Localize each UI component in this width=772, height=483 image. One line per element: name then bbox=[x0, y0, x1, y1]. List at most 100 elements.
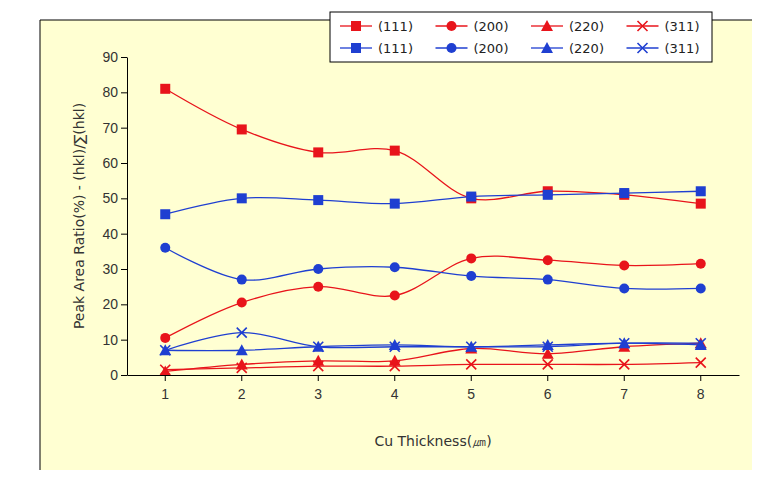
legend-label: (311) bbox=[665, 19, 700, 34]
legend-marker bbox=[541, 20, 553, 31]
legend-marker bbox=[351, 21, 361, 31]
series-line bbox=[165, 89, 701, 204]
legend-label: (200) bbox=[474, 41, 509, 56]
x-tick-label: 5 bbox=[467, 386, 475, 402]
series-marker bbox=[619, 188, 629, 198]
series-marker bbox=[619, 359, 629, 369]
x-tick-mark bbox=[547, 375, 548, 381]
series-marker bbox=[390, 342, 400, 352]
legend-label: (220) bbox=[569, 19, 604, 34]
y-tick-mark bbox=[121, 92, 127, 93]
series bbox=[160, 186, 706, 219]
series-marker bbox=[695, 339, 707, 350]
x-tick: 1 bbox=[161, 375, 169, 402]
series-marker bbox=[619, 338, 629, 348]
legend-entry: (200) bbox=[436, 41, 509, 56]
y-tick-label: 70 bbox=[102, 120, 118, 136]
legend-entry: (311) bbox=[627, 19, 700, 34]
y-axis-line bbox=[127, 58, 128, 376]
series-marker bbox=[313, 342, 323, 352]
y-tick-mark bbox=[121, 57, 127, 58]
series-marker bbox=[160, 333, 170, 343]
legend-entry: (220) bbox=[531, 41, 604, 56]
x-tick: 7 bbox=[620, 375, 628, 402]
x-tick-label: 6 bbox=[544, 386, 552, 402]
legend-entry: (200) bbox=[436, 19, 509, 34]
series bbox=[160, 328, 706, 356]
y-tick-mark bbox=[121, 304, 127, 305]
legend-marker bbox=[638, 43, 648, 53]
y-tick-mark bbox=[121, 198, 127, 199]
y-tick: 30 bbox=[102, 261, 127, 277]
series-marker bbox=[236, 344, 248, 355]
y-tick-mark bbox=[121, 163, 127, 164]
x-axis-title: Cu Thickness(㎛) bbox=[374, 433, 491, 449]
legend-marker bbox=[447, 21, 457, 31]
series-marker bbox=[237, 328, 247, 338]
legend-box bbox=[330, 12, 712, 62]
series-marker bbox=[313, 195, 323, 205]
series-marker bbox=[390, 199, 400, 209]
x-tick-label: 1 bbox=[161, 386, 169, 402]
series-marker bbox=[313, 282, 323, 292]
legend-entry: (220) bbox=[531, 19, 604, 34]
legend-label: (220) bbox=[569, 41, 604, 56]
series-marker bbox=[313, 264, 323, 274]
x-tick-label: 3 bbox=[314, 386, 322, 402]
series bbox=[160, 84, 706, 209]
x-tick-mark bbox=[700, 375, 701, 381]
x-tick-label: 7 bbox=[620, 386, 628, 402]
x-axis-line bbox=[128, 375, 740, 376]
series-marker bbox=[619, 260, 629, 270]
series-marker bbox=[390, 291, 400, 301]
series-marker bbox=[696, 283, 706, 293]
legend-marker bbox=[638, 21, 648, 31]
series bbox=[160, 358, 706, 375]
y-tick-label: 90 bbox=[102, 49, 118, 65]
y-tick-mark bbox=[121, 128, 127, 129]
legend-label: (111) bbox=[378, 41, 413, 56]
series-marker bbox=[543, 190, 553, 200]
x-tick: 5 bbox=[467, 375, 475, 402]
y-tick-mark bbox=[121, 269, 127, 270]
y-tick-mark bbox=[121, 234, 127, 235]
series-marker bbox=[237, 124, 247, 134]
series-marker bbox=[237, 298, 247, 308]
legend-marker bbox=[447, 43, 457, 53]
series-marker bbox=[160, 345, 170, 355]
y-tick: 60 bbox=[102, 155, 127, 171]
y-tick: 0 bbox=[110, 367, 127, 383]
legend-label: (111) bbox=[378, 19, 413, 34]
plot-area bbox=[159, 84, 707, 375]
y-tick-label: 20 bbox=[102, 296, 118, 312]
chart: 010203040506070809012345678Cu Thickness(… bbox=[0, 0, 772, 483]
x-tick: 3 bbox=[314, 375, 322, 402]
legend-label: (200) bbox=[474, 19, 509, 34]
y-tick: 70 bbox=[102, 120, 127, 136]
series-marker bbox=[696, 338, 706, 348]
legend-label: (311) bbox=[665, 41, 700, 56]
series-marker bbox=[543, 342, 553, 352]
x-tick-mark bbox=[394, 375, 395, 381]
x-tick-mark bbox=[471, 375, 472, 381]
series-marker bbox=[543, 255, 553, 265]
series-marker bbox=[390, 361, 400, 371]
chart-background bbox=[40, 20, 752, 470]
series-marker bbox=[466, 192, 476, 202]
y-tick: 40 bbox=[102, 226, 127, 242]
series-marker bbox=[237, 193, 247, 203]
series-marker bbox=[696, 186, 706, 196]
series-marker bbox=[160, 84, 170, 94]
series-marker bbox=[696, 199, 706, 209]
series-marker bbox=[696, 358, 706, 368]
x-tick-label: 8 bbox=[697, 386, 705, 402]
y-tick: 10 bbox=[102, 332, 127, 348]
x-tick: 8 bbox=[697, 375, 705, 402]
x-tick-mark bbox=[318, 375, 319, 381]
y-tick: 90 bbox=[102, 49, 127, 65]
series bbox=[160, 243, 706, 294]
series-marker bbox=[390, 146, 400, 156]
series-marker bbox=[313, 147, 323, 157]
x-tick: 4 bbox=[391, 375, 399, 402]
series-marker bbox=[160, 365, 170, 375]
